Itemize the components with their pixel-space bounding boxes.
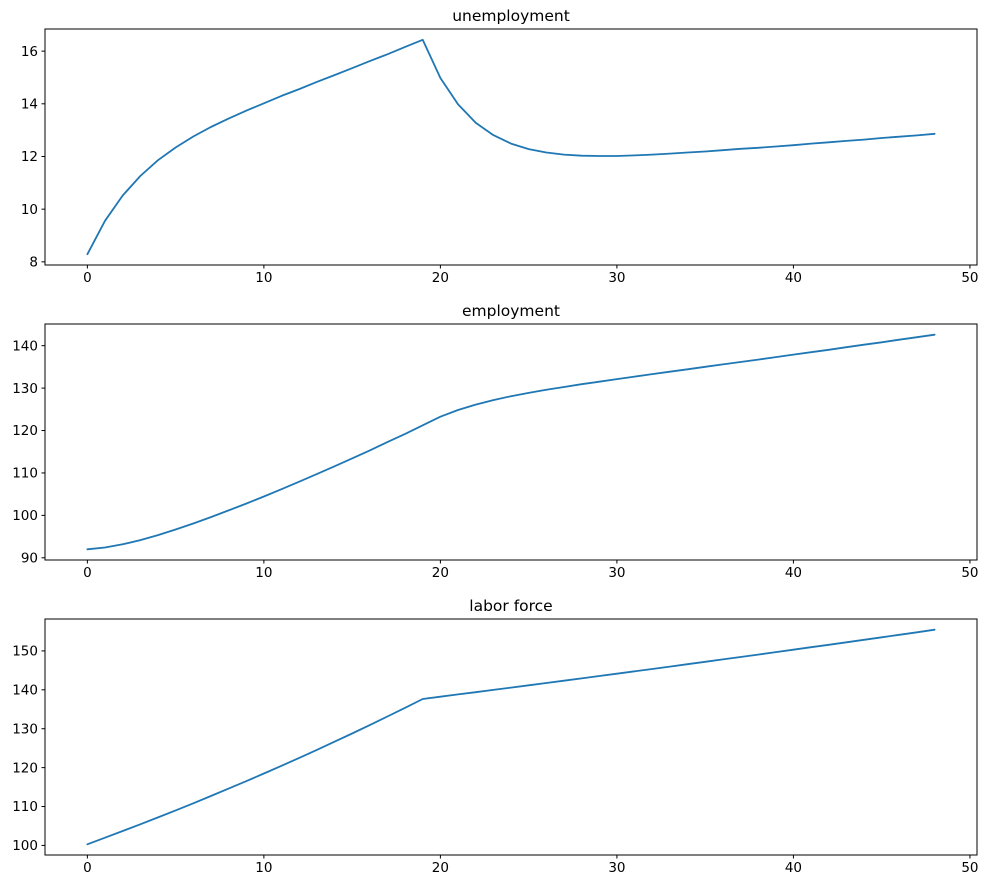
y-tick-label: 100	[12, 838, 38, 854]
x-tick-label: 30	[608, 860, 625, 876]
x-tick-label: 40	[785, 860, 802, 876]
x-tick-label: 0	[83, 860, 92, 876]
y-tick-label: 110	[12, 799, 38, 815]
chart-title-employment: employment	[462, 302, 560, 320]
y-tick-label: 100	[12, 508, 38, 524]
y-tick-label: 150	[12, 644, 38, 660]
chart-title-unemployment: unemployment	[452, 7, 570, 25]
x-tick-label: 20	[432, 860, 449, 876]
y-tick-label: 110	[12, 466, 38, 482]
chart-title-labor-force: labor force	[469, 597, 553, 615]
y-tick-label: 140	[12, 338, 38, 354]
y-tick-label: 16	[21, 44, 38, 60]
x-tick-label: 20	[432, 270, 449, 286]
x-tick-label: 10	[255, 860, 272, 876]
y-tick-label: 120	[12, 760, 38, 776]
data-line-labor-force	[86, 628, 936, 846]
x-tick-label: 30	[608, 565, 625, 581]
x-tick-label: 40	[785, 565, 802, 581]
subplot-employment: 0 10 20 30 40 50 90 100 110 120 130 140	[12, 323, 979, 581]
x-tick-label: 10	[255, 565, 272, 581]
y-tick-label: 130	[12, 381, 38, 397]
data-line-employment	[86, 333, 936, 551]
x-tick-label: 50	[961, 860, 978, 876]
y-tick-label: 10	[21, 202, 38, 218]
subplot-labor-force: 0 10 20 30 40 50 100 110 120 130 140 150	[12, 618, 979, 876]
x-tick-label: 30	[608, 270, 625, 286]
subplot-unemployment: 0 10 20 30 40 50 8 10 12 14 16	[21, 28, 979, 286]
x-tick-label: 40	[785, 270, 802, 286]
x-tick-label: 50	[961, 565, 978, 581]
x-tick-label: 50	[961, 270, 978, 286]
axes-frame	[44, 323, 978, 561]
axes-frame	[44, 618, 978, 856]
y-tick-label: 8	[29, 255, 38, 271]
x-tick-label: 20	[432, 565, 449, 581]
y-tick-label: 14	[21, 97, 38, 113]
axes-frame	[44, 28, 978, 266]
y-tick-label: 90	[21, 550, 38, 566]
y-tick-label: 120	[12, 423, 38, 439]
y-tick-label: 12	[21, 149, 38, 165]
x-tick-label: 0	[83, 270, 92, 286]
y-tick-label: 140	[12, 683, 38, 699]
data-line-unemployment	[86, 38, 936, 256]
x-tick-label: 10	[255, 270, 272, 286]
x-tick-label: 0	[83, 565, 92, 581]
y-tick-label: 130	[12, 721, 38, 737]
